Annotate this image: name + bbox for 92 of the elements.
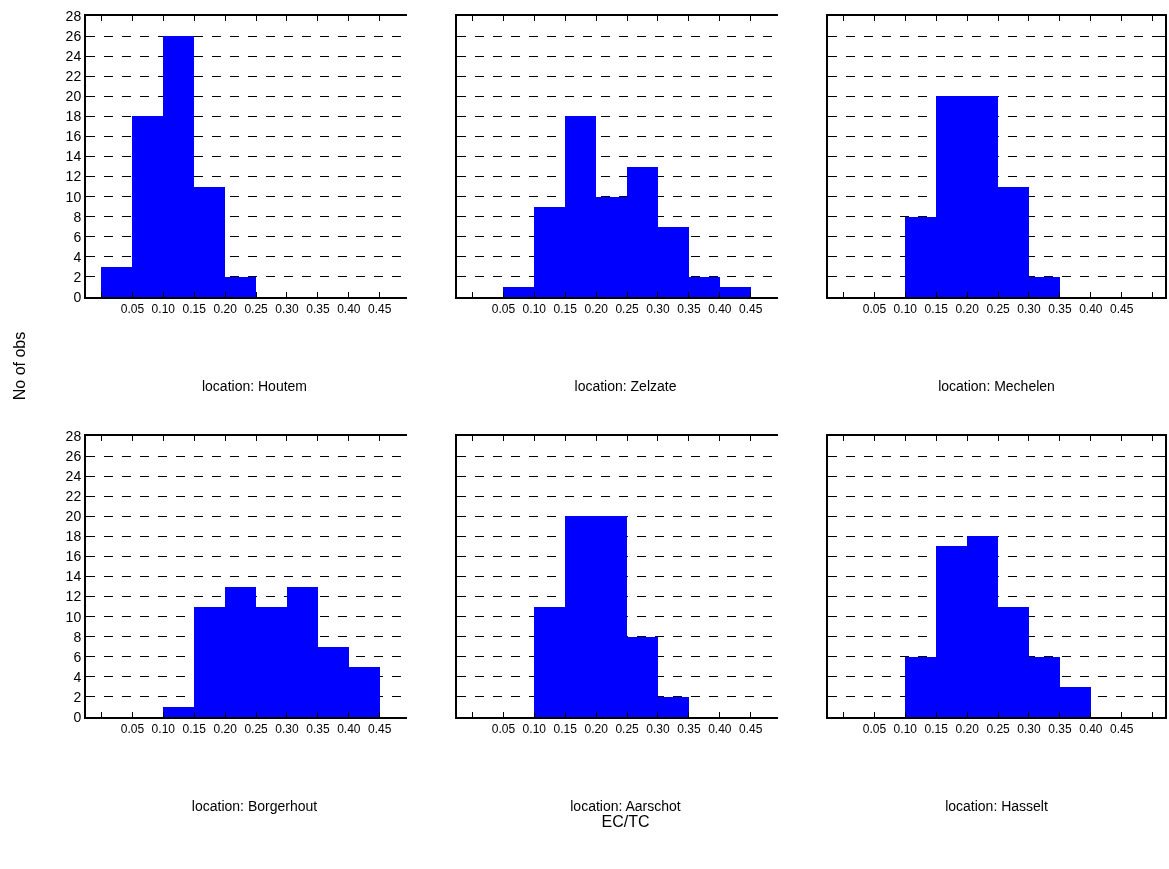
y-tick-label: 16	[65, 128, 82, 145]
y-tick-label: 10	[65, 188, 82, 205]
y-tick-label: 18	[65, 528, 82, 545]
x-tick-label: 0.25	[615, 722, 640, 737]
x-tick-label: 0.05	[120, 722, 145, 737]
x-axis-title: EC/TC	[601, 813, 650, 831]
text: location: Houtem	[201, 377, 308, 394]
x-tick-label: 0.10	[151, 722, 176, 737]
y-tick-label: 28	[65, 427, 82, 444]
x-tick-label: 0.25	[615, 302, 640, 317]
x-tick-label: 0.05	[491, 722, 516, 737]
text: location: Mechelen	[938, 377, 1055, 394]
x-tick-label: 0.20	[584, 722, 609, 737]
x-tick-label: 0.20	[213, 722, 238, 737]
y-tick-label: 8	[73, 208, 82, 225]
y-tick-label: 20	[65, 508, 82, 525]
text: location: Hasselt	[945, 797, 1048, 814]
x-tick-label: 0.35	[677, 722, 701, 737]
y-tick-label: 26	[65, 27, 82, 44]
x-tick-label: 0.20	[955, 302, 980, 317]
x-tick-label: 0.10	[893, 302, 918, 317]
x-tick-label: 0.10	[522, 302, 547, 317]
x-tick-label: 0.30	[1017, 722, 1041, 737]
y-tick-label: 0	[73, 708, 82, 725]
x-tick-label: 0.40	[1079, 302, 1103, 317]
x-tick-label: 0.15	[182, 302, 207, 317]
y-tick-label: 8	[73, 628, 82, 645]
x-tick-label: 0.30	[275, 302, 299, 317]
x-tick-label: 0.10	[893, 722, 918, 737]
x-tick-label: 0.25	[244, 302, 269, 317]
x-tick-label: 0.35	[1048, 722, 1072, 737]
x-tick-label: 0.40	[708, 722, 732, 737]
x-tick-label: 0.20	[584, 302, 609, 317]
x-tick-label: 0.25	[986, 722, 1011, 737]
x-tick-label: 0.35	[1048, 302, 1072, 317]
x-tick-label: 0.10	[522, 722, 547, 737]
y-tick-label: 24	[65, 468, 82, 485]
x-tick-label: 0.15	[553, 302, 578, 317]
y-tick-label: 6	[73, 648, 82, 665]
x-tick-label: 0.45	[1110, 722, 1134, 737]
x-tick-label: 0.40	[337, 302, 361, 317]
x-tick-label: 0.30	[275, 722, 299, 737]
x-tick-label: 0.25	[244, 722, 269, 737]
y-tick-label: 28	[65, 7, 82, 24]
x-tick-label: 0.25	[986, 302, 1011, 317]
x-tick-label: 0.45	[739, 722, 763, 737]
x-tick-label: 0.40	[1079, 722, 1103, 737]
x-tick-label: 0.30	[646, 302, 670, 317]
x-tick-label: 0.45	[368, 302, 392, 317]
y-tick-label: 22	[65, 488, 82, 505]
y-tick-label: 6	[73, 228, 82, 245]
y-tick-label: 14	[65, 148, 82, 165]
x-tick-label: 0.05	[862, 302, 887, 317]
x-tick-label: 0.15	[924, 722, 949, 737]
y-tick-label: 4	[73, 248, 82, 265]
y-tick-label: 2	[73, 268, 82, 285]
x-tick-label: 0.45	[739, 302, 763, 317]
y-tick-label: 24	[65, 48, 82, 65]
y-tick-label: 14	[65, 568, 82, 585]
x-tick-label: 0.15	[924, 302, 949, 317]
x-tick-label: 0.05	[491, 302, 516, 317]
x-tick-label: 0.35	[677, 302, 701, 317]
text: location: Aarschot	[570, 797, 681, 814]
y-tick-label: 20	[65, 88, 82, 105]
y-tick-label: 12	[65, 588, 82, 605]
y-tick-label: 2	[73, 688, 82, 705]
x-tick-label: 0.20	[955, 722, 980, 737]
x-tick-label: 0.30	[1017, 302, 1041, 317]
x-tick-label: 0.35	[306, 302, 330, 317]
y-tick-label: 4	[73, 668, 82, 685]
x-tick-label: 0.10	[151, 302, 176, 317]
y-tick-label: 12	[65, 168, 82, 185]
x-tick-label: 0.45	[368, 722, 392, 737]
y-tick-label: 0	[73, 288, 82, 305]
x-tick-label: 0.40	[708, 302, 732, 317]
text: location: Borgerhout	[191, 797, 318, 814]
x-tick-label: 0.15	[553, 722, 578, 737]
x-tick-label: 0.40	[337, 722, 361, 737]
x-tick-label: 0.35	[306, 722, 330, 737]
x-tick-label: 0.05	[120, 302, 145, 317]
x-tick-label: 0.20	[213, 302, 238, 317]
y-tick-label: 26	[65, 447, 82, 464]
x-tick-label: 0.15	[182, 722, 207, 737]
text: location: Zelzate	[574, 377, 677, 394]
y-axis-title: No of obs	[11, 331, 29, 401]
x-tick-label: 0.30	[646, 722, 670, 737]
y-tick-label: 22	[65, 68, 82, 85]
x-tick-label: 0.05	[862, 722, 887, 737]
x-tick-label: 0.45	[1110, 302, 1134, 317]
y-tick-label: 18	[65, 108, 82, 125]
y-tick-label: 10	[65, 608, 82, 625]
y-tick-label: 16	[65, 548, 82, 565]
